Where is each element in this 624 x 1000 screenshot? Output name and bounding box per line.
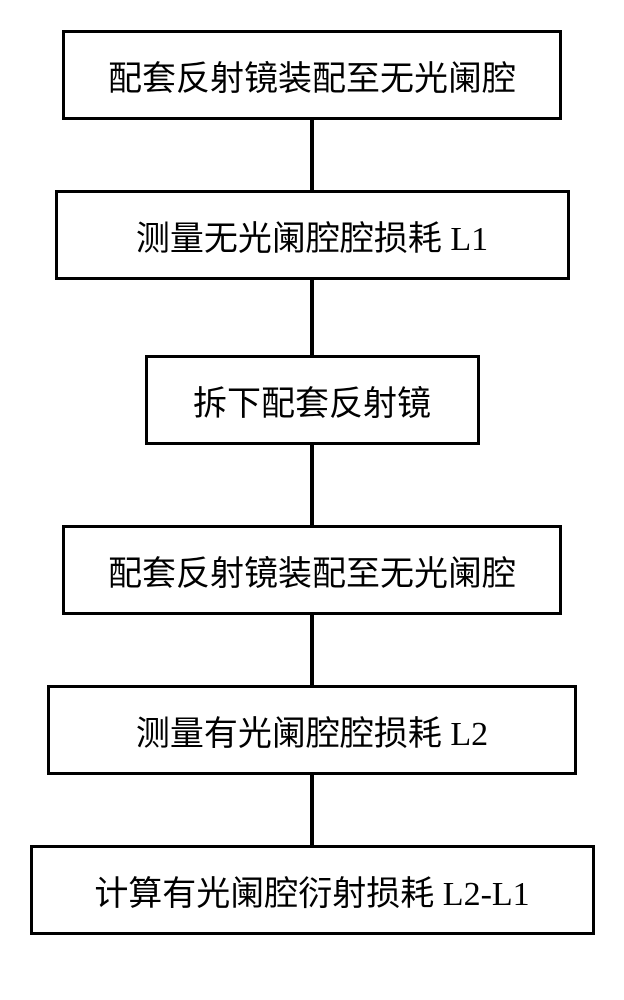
flowchart-node-label: 测量有光阑腔腔损耗 L2 [136,706,488,755]
flowchart-connector [310,280,314,355]
flowchart-node: 计算有光阑腔衍射损耗 L2-L1 [30,845,595,935]
flowchart-connector [310,445,314,525]
flowchart-node: 拆下配套反射镜 [145,355,480,445]
flowchart-connector [310,775,314,845]
flowchart-node: 测量有光阑腔腔损耗 L2 [47,685,577,775]
flowchart-node: 配套反射镜装配至无光阑腔 [62,30,562,120]
flowchart-node-label: 配套反射镜装配至无光阑腔 [108,546,516,595]
flowchart-container: 配套反射镜装配至无光阑腔测量无光阑腔腔损耗 L1拆下配套反射镜配套反射镜装配至无… [30,30,595,935]
flowchart-connector [310,615,314,685]
flowchart-node-label: 测量无光阑腔腔损耗 L1 [136,211,488,260]
flowchart-connector [310,120,314,190]
flowchart-node-label: 计算有光阑腔衍射损耗 L2-L1 [94,866,529,915]
flowchart-node-label: 配套反射镜装配至无光阑腔 [108,51,516,100]
flowchart-node-label: 拆下配套反射镜 [193,376,431,425]
flowchart-node: 配套反射镜装配至无光阑腔 [62,525,562,615]
flowchart-node: 测量无光阑腔腔损耗 L1 [55,190,570,280]
